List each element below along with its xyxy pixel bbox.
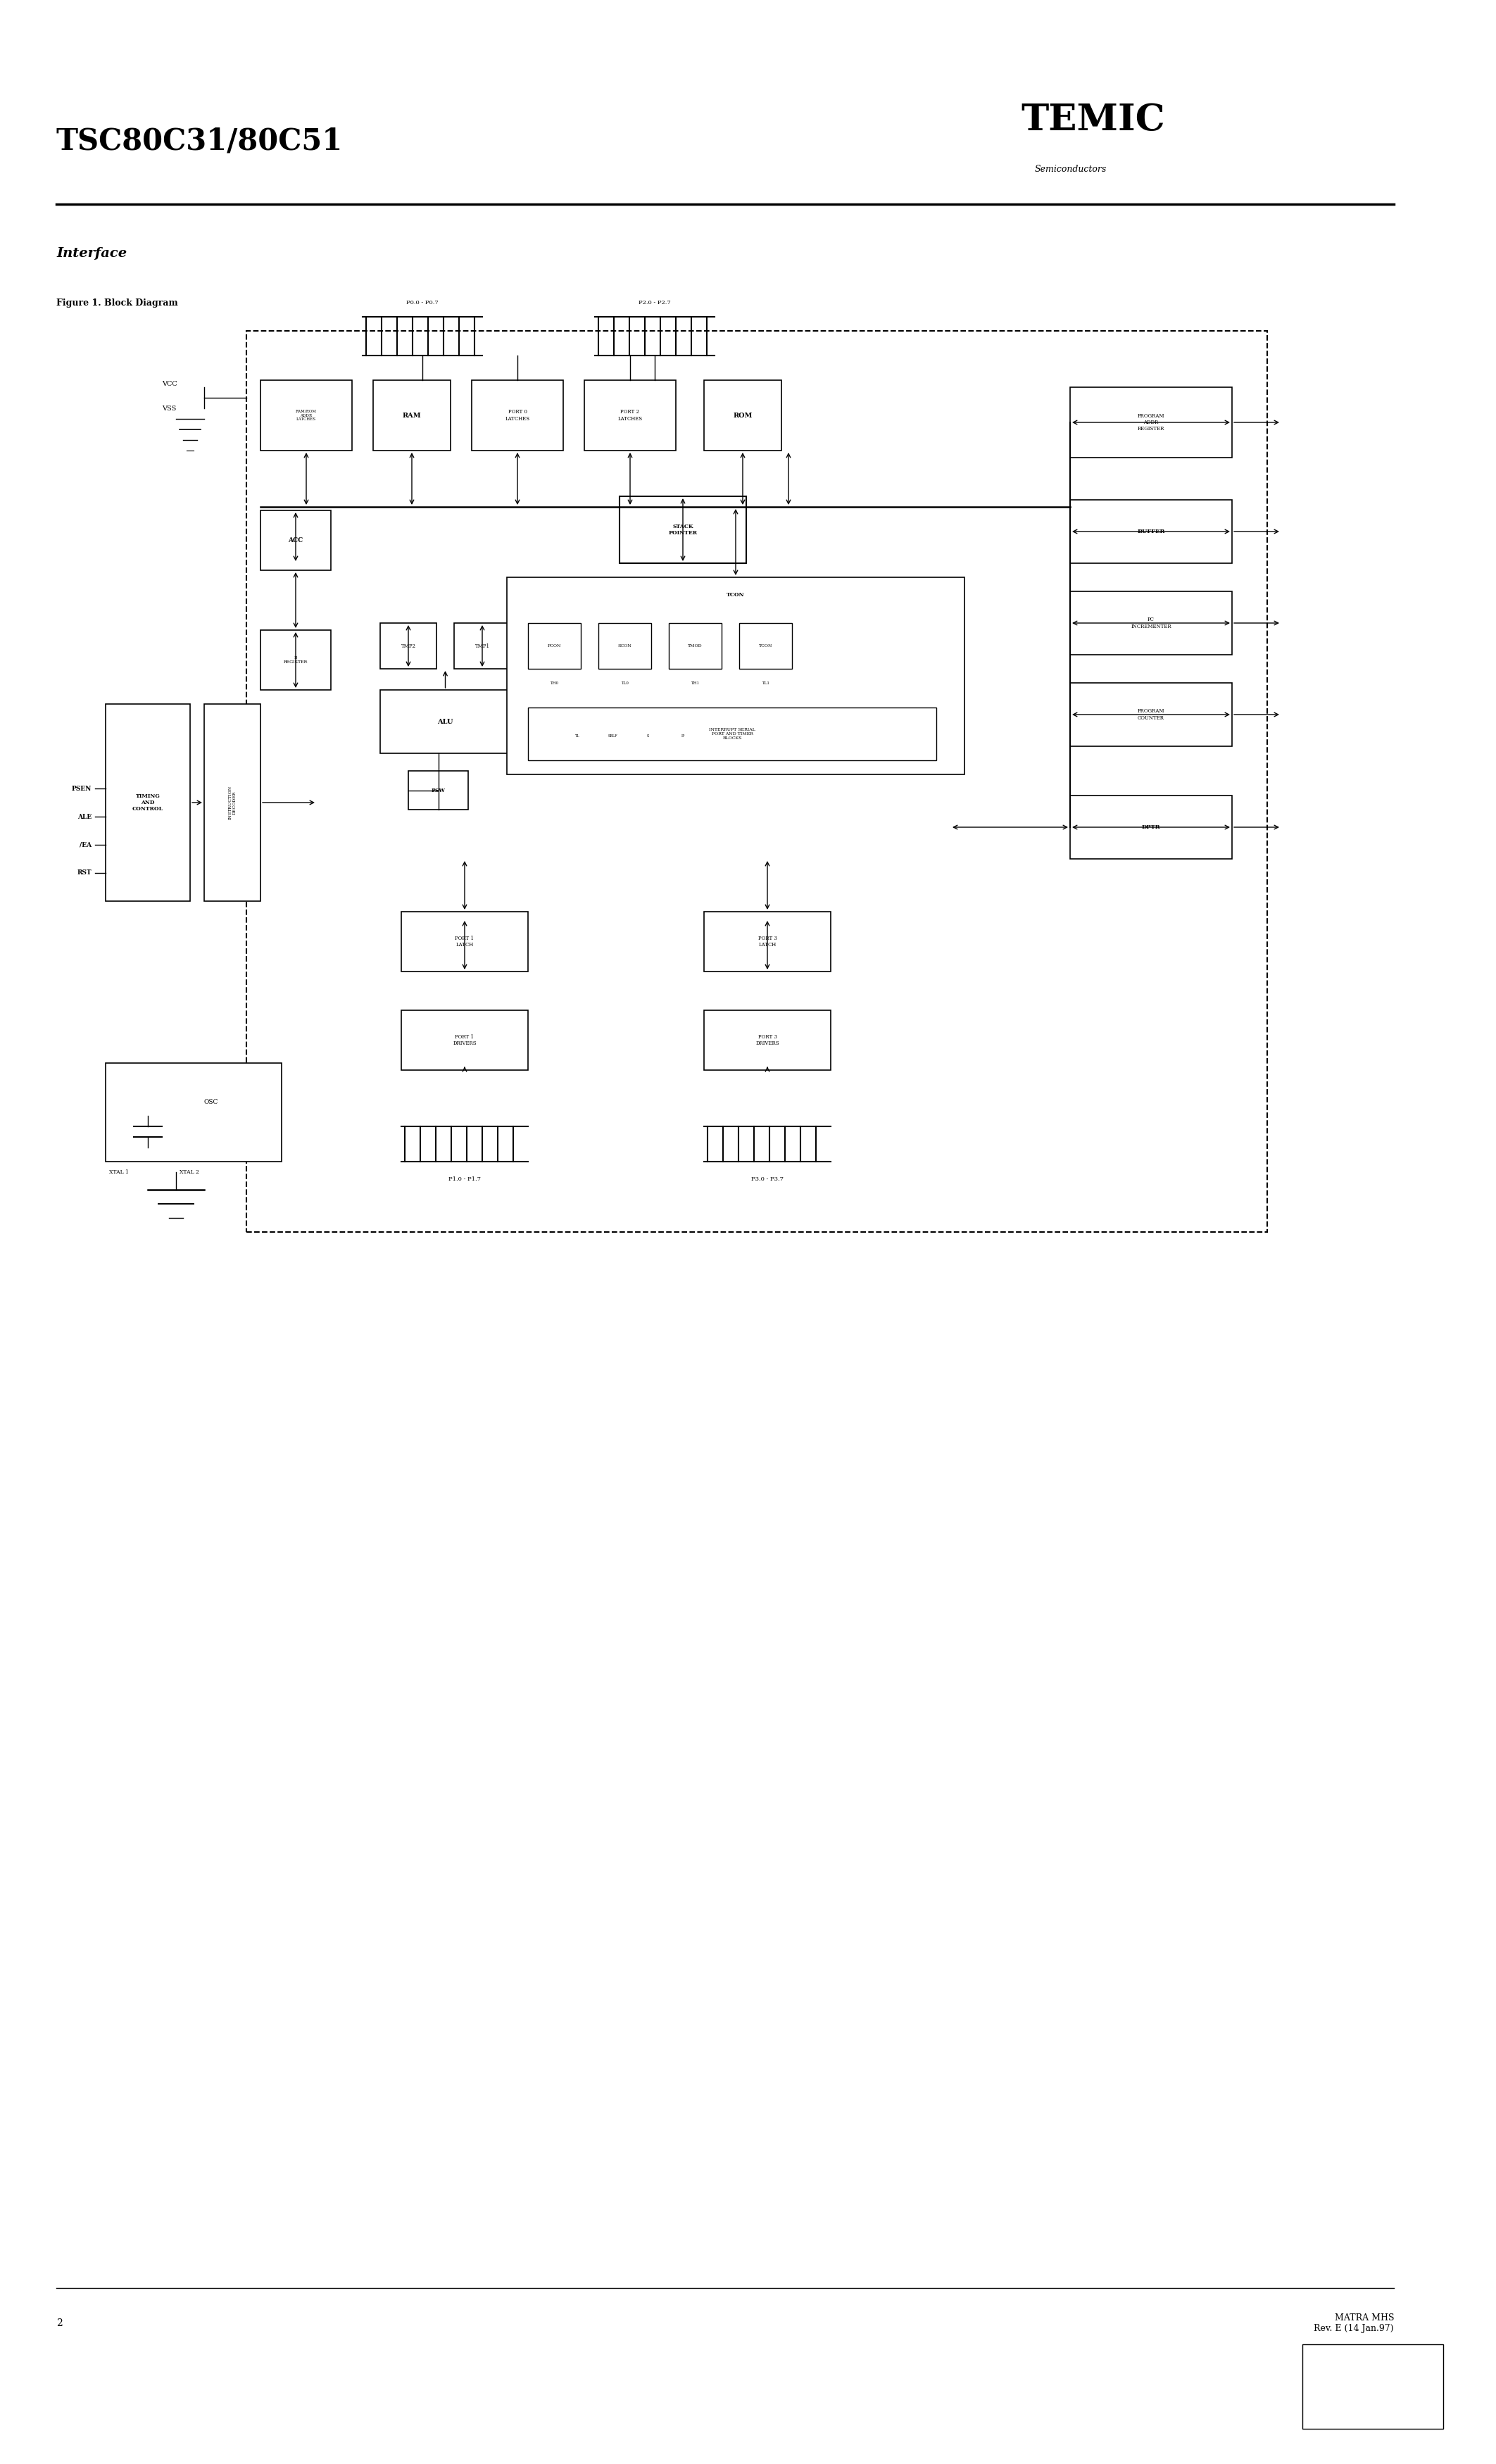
- Text: PSW: PSW: [431, 788, 446, 793]
- FancyBboxPatch shape: [455, 623, 510, 668]
- FancyBboxPatch shape: [507, 577, 965, 774]
- FancyBboxPatch shape: [401, 1010, 528, 1069]
- Text: BUFFER: BUFFER: [1137, 530, 1165, 535]
- Text: TSC80C31/80C51: TSC80C31/80C51: [57, 126, 343, 155]
- Text: RAM: RAM: [402, 411, 422, 419]
- Text: P3.0 - P3.7: P3.0 - P3.7: [751, 1175, 784, 1183]
- FancyBboxPatch shape: [471, 379, 562, 451]
- Text: PORT 3
LATCH: PORT 3 LATCH: [758, 936, 776, 949]
- Text: PSEN: PSEN: [72, 786, 91, 791]
- Text: B
REGISTER: B REGISTER: [284, 655, 308, 663]
- FancyBboxPatch shape: [705, 912, 830, 971]
- FancyBboxPatch shape: [408, 771, 468, 811]
- FancyBboxPatch shape: [528, 707, 936, 761]
- FancyBboxPatch shape: [739, 623, 791, 668]
- FancyBboxPatch shape: [1070, 683, 1233, 747]
- FancyBboxPatch shape: [585, 379, 676, 451]
- Text: PROGRAM
COUNTER: PROGRAM COUNTER: [1137, 710, 1164, 719]
- Text: Semiconductors: Semiconductors: [1035, 165, 1107, 172]
- Text: TMP1: TMP1: [474, 643, 489, 648]
- FancyBboxPatch shape: [260, 379, 352, 451]
- Text: TL1: TL1: [761, 680, 769, 685]
- Text: OSC: OSC: [203, 1099, 218, 1104]
- Text: XTAL 2: XTAL 2: [180, 1170, 199, 1175]
- FancyBboxPatch shape: [260, 510, 331, 569]
- Text: P2.0 - P2.7: P2.0 - P2.7: [639, 301, 670, 306]
- Text: INTERRUPT SERIAL
PORT AND TIMER
BLOCKS: INTERRUPT SERIAL PORT AND TIMER BLOCKS: [709, 727, 755, 739]
- Text: XTAL 1: XTAL 1: [109, 1170, 129, 1175]
- Text: Figure 1. Block Diagram: Figure 1. Block Diagram: [57, 298, 178, 308]
- Text: INSTRUCTION
DECODER: INSTRUCTION DECODER: [229, 786, 236, 821]
- Text: IP: IP: [681, 734, 685, 737]
- Text: S: S: [646, 734, 649, 737]
- Text: TL: TL: [574, 734, 579, 737]
- Text: VCC: VCC: [162, 379, 177, 387]
- Text: PORT 1
DRIVERS: PORT 1 DRIVERS: [453, 1035, 476, 1047]
- Text: STACK
POINTER: STACK POINTER: [669, 525, 697, 535]
- FancyBboxPatch shape: [106, 705, 190, 902]
- Text: PORT 1
LATCH: PORT 1 LATCH: [455, 936, 474, 949]
- FancyBboxPatch shape: [619, 495, 747, 564]
- Text: TL0: TL0: [621, 680, 628, 685]
- Text: ALU: ALU: [437, 719, 453, 724]
- Text: PCON: PCON: [548, 643, 561, 648]
- FancyBboxPatch shape: [380, 690, 510, 754]
- Text: TIMING
AND
CONTROL: TIMING AND CONTROL: [132, 793, 163, 811]
- FancyBboxPatch shape: [1070, 500, 1233, 564]
- Text: SCON: SCON: [618, 643, 631, 648]
- Text: PORT 2
LATCHES: PORT 2 LATCHES: [618, 409, 642, 421]
- FancyBboxPatch shape: [203, 705, 260, 902]
- FancyBboxPatch shape: [1070, 591, 1233, 655]
- Text: SBLF: SBLF: [607, 734, 618, 737]
- Text: ACC: ACC: [289, 537, 304, 545]
- Text: DPTR: DPTR: [1141, 825, 1161, 830]
- Text: P0.0 - P0.7: P0.0 - P0.7: [407, 301, 438, 306]
- Text: ROM: ROM: [733, 411, 752, 419]
- Text: 2: 2: [57, 2319, 63, 2328]
- Text: TH0: TH0: [551, 680, 558, 685]
- Text: TMOD: TMOD: [688, 643, 703, 648]
- FancyBboxPatch shape: [598, 623, 651, 668]
- FancyBboxPatch shape: [1070, 387, 1233, 458]
- Text: TMP2: TMP2: [401, 643, 416, 648]
- Text: TH1: TH1: [691, 680, 700, 685]
- FancyBboxPatch shape: [401, 912, 528, 971]
- Text: P1.0 - P1.7: P1.0 - P1.7: [449, 1175, 480, 1183]
- Text: TEMIC: TEMIC: [1020, 101, 1165, 138]
- FancyBboxPatch shape: [705, 1010, 830, 1069]
- FancyBboxPatch shape: [106, 1062, 281, 1161]
- Text: RST: RST: [76, 870, 91, 877]
- Text: TCON: TCON: [727, 591, 745, 599]
- Text: Interface: Interface: [57, 246, 127, 259]
- Text: RAM/ROM
ADDR
LATCHES: RAM/ROM ADDR LATCHES: [296, 409, 317, 421]
- FancyBboxPatch shape: [1070, 796, 1233, 860]
- Text: MATRA MHS
Rev. E (14 Jan.97): MATRA MHS Rev. E (14 Jan.97): [1313, 2314, 1394, 2333]
- FancyBboxPatch shape: [380, 623, 437, 668]
- Text: PORT 0
LATCHES: PORT 0 LATCHES: [506, 409, 530, 421]
- Text: /EA: /EA: [79, 843, 91, 848]
- FancyBboxPatch shape: [260, 631, 331, 690]
- Text: TCON: TCON: [758, 643, 772, 648]
- FancyBboxPatch shape: [705, 379, 781, 451]
- Text: PROGRAM
ADDR
REGISTER: PROGRAM ADDR REGISTER: [1137, 414, 1164, 431]
- Text: VSS: VSS: [162, 404, 177, 411]
- FancyBboxPatch shape: [528, 623, 580, 668]
- FancyBboxPatch shape: [373, 379, 450, 451]
- Text: ALE: ALE: [78, 813, 91, 821]
- FancyBboxPatch shape: [669, 623, 721, 668]
- Text: PORT 3
DRIVERS: PORT 3 DRIVERS: [755, 1035, 779, 1047]
- Text: PC
INCREMENTER: PC INCREMENTER: [1131, 616, 1171, 628]
